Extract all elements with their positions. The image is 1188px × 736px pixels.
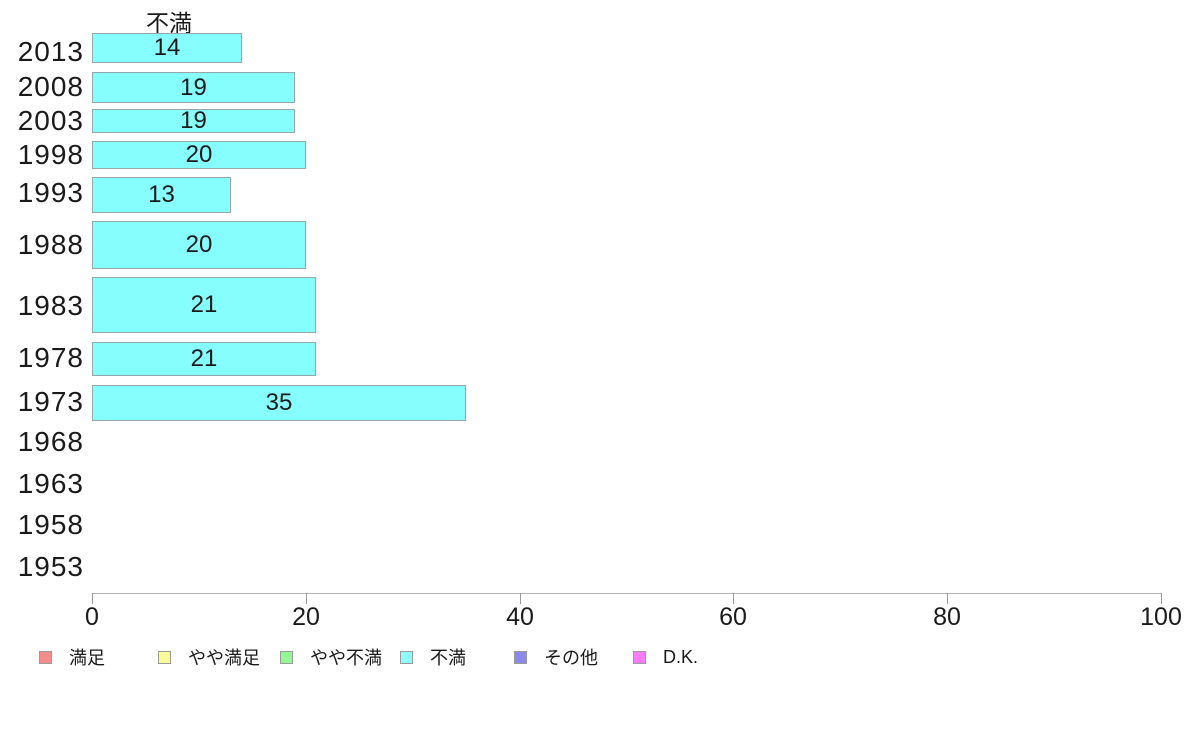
y-axis-label: 1978 [17,342,84,373]
x-axis-tick [92,593,93,604]
legend-swatch [633,650,646,664]
bar-value-label: 21 [190,291,218,318]
x-axis-tick [520,593,521,604]
x-axis-tick [1161,593,1162,604]
legend-swatch [514,650,527,664]
y-axis-label: 1998 [17,139,84,170]
legend-label: その他 [544,648,598,668]
bar: 14 [92,33,242,63]
bar: 19 [92,72,295,103]
bar-value-label: 21 [190,345,218,372]
y-axis-label: 2003 [17,105,84,136]
legend-item: やや満足 [158,644,260,670]
bar: 20 [92,141,306,169]
x-axis-tick [947,593,948,604]
bar-value-label: 35 [265,389,293,416]
legend-label: やや満足 [188,648,260,668]
legend-item: 満足 [39,644,105,670]
x-axis-tick [306,593,307,604]
legend-item: やや不満 [280,644,382,670]
bar: 19 [92,107,295,134]
x-axis-tick-label: 20 [292,603,320,631]
bar-value-label: 14 [153,34,181,61]
y-axis-label: 1993 [17,177,84,208]
x-axis-tick-label: 40 [506,603,534,631]
legend-swatch [400,650,413,664]
x-axis-tick-label: 60 [719,603,747,631]
bar: 21 [92,342,316,376]
y-axis-label: 2013 [17,36,84,67]
legend-item: その他 [514,644,598,670]
y-axis-label: 1958 [17,509,84,540]
y-axis-label: 1968 [17,426,84,457]
x-axis-tick-label: 100 [1140,603,1182,631]
legend-label: 不満 [430,648,466,668]
x-axis-tick-label: 80 [933,603,961,631]
x-axis-line [92,593,1162,594]
bar: 21 [92,277,316,333]
x-axis-tick-label: 0 [85,603,99,631]
y-axis-label: 1983 [17,290,84,321]
bar-value-label: 19 [180,107,207,134]
legend-swatch [280,650,293,664]
legend-swatch [158,650,171,664]
legend-label: やや不満 [310,648,382,668]
y-axis-label: 1953 [17,551,84,582]
legend-label: 満足 [69,648,105,668]
x-axis-tick [733,593,734,604]
bar-value-label: 13 [148,181,175,208]
bar: 13 [92,177,231,213]
y-axis-label: 1988 [17,229,84,260]
y-axis-label: 1973 [17,386,84,417]
chart-title: 不満 [146,10,192,36]
legend-item: 不満 [400,644,466,670]
legend-label: D.K. [663,646,699,667]
bar-value-label: 19 [180,73,207,101]
legend-swatch [39,650,52,664]
y-axis-label: 2008 [17,71,84,102]
bar-value-label: 20 [185,231,213,258]
legend-item: D.K. [633,644,698,670]
bar: 35 [92,385,466,421]
bar-value-label: 20 [185,141,213,168]
bar: 20 [92,221,306,269]
y-axis-label: 1963 [17,468,84,499]
